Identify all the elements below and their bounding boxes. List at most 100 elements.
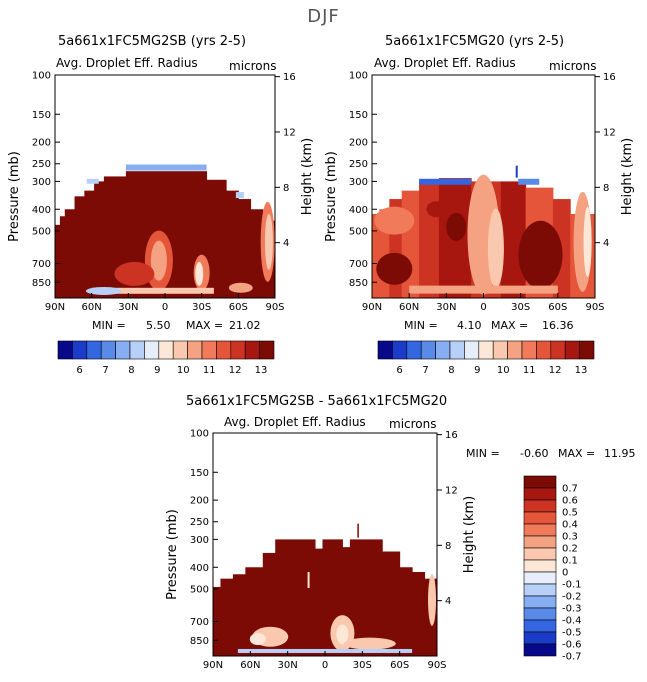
panel1-ytick-label: 500	[32, 226, 51, 237]
panel3-ytick-label: 850	[190, 636, 209, 647]
colorbar-3-label: 0	[562, 568, 568, 579]
panel2-ylabel-left: Pressure (mb)	[324, 151, 339, 242]
colorbar-1-label: 8	[128, 365, 134, 376]
colorbar-1-label: 10	[177, 365, 190, 376]
colorbar-2-swatch	[435, 340, 451, 360]
panel3-ytick-label: 200	[190, 496, 209, 507]
cloud-column	[94, 181, 105, 298]
panel3-rtick-label: 16	[445, 430, 458, 441]
panel1-xtick-label: 90N	[45, 302, 65, 313]
blue-fringe	[125, 164, 207, 171]
panel2-xtick-label: 60N	[399, 302, 419, 313]
colorbar-1	[57, 340, 275, 360]
panel1-min-label: MIN =	[92, 319, 126, 332]
contour-blob	[428, 573, 437, 626]
surface-band	[91, 287, 214, 294]
colorbar-3-label: 0.6	[562, 496, 578, 507]
colorbar-2-label: 10	[497, 365, 510, 376]
contour-blob	[487, 208, 504, 289]
colorbar-2-swatch	[478, 340, 494, 360]
panel2-rtick-label: 4	[603, 238, 609, 249]
colorbar-3-label: -0.1	[562, 580, 582, 591]
colorbar-2-swatch	[579, 340, 595, 360]
panel2-ytick-label: 300	[349, 177, 368, 188]
blue-fringe	[419, 178, 472, 185]
contour-core	[376, 252, 413, 285]
colorbar-3-swatch	[523, 643, 557, 657]
colorbar-1-label: 6	[76, 365, 82, 376]
panel2-ytick-label: 250	[349, 159, 368, 170]
colorbar-3-swatch	[523, 595, 557, 609]
panel3-ylabel-right: Height (km)	[462, 496, 477, 573]
panel2-ytick-label: 700	[349, 259, 368, 270]
panel1-ytick-label: 700	[32, 259, 51, 270]
panel2-rtick-label: 8	[603, 183, 609, 194]
panel1-max-label: MAX =	[186, 319, 224, 332]
panel2-xtick-label: 60S	[548, 302, 567, 313]
contour-blob	[583, 206, 592, 277]
colorbar-3-label: -0.2	[562, 592, 582, 603]
cloud-column	[349, 539, 383, 656]
panel2-ytick-label: 200	[349, 138, 368, 149]
cloud-column	[379, 209, 390, 298]
panel2-xtick-label: 90S	[585, 302, 604, 313]
cloud-column	[55, 224, 61, 298]
panel1-max-value: 21.02	[229, 319, 261, 332]
colorbar-1-label: 11	[203, 365, 216, 376]
contour-core	[518, 220, 563, 289]
colorbar-3	[523, 475, 557, 657]
panel1-xtick-label: 60S	[229, 302, 248, 313]
cloud-column	[226, 190, 239, 298]
contour-core	[426, 201, 447, 218]
colorbar-1-swatch	[72, 340, 88, 360]
panel1-units: microns	[229, 59, 277, 73]
panel1-xtick-label: 90S	[265, 302, 284, 313]
panel1-ytick-label: 250	[32, 159, 51, 170]
panel1-title: 5a661x1FC5MG2SB (yrs 2-5)	[58, 34, 247, 49]
panel2-ytick-label: 150	[349, 110, 368, 121]
colorbar-1-swatch	[244, 340, 260, 360]
colorbar-2-swatch	[392, 340, 408, 360]
cloud-column	[220, 578, 234, 656]
colorbar-3-swatch	[523, 571, 557, 585]
colorbar-2-swatch	[550, 340, 566, 360]
panel2-max-value: 16.36	[542, 319, 574, 332]
panel2-min-label: MIN =	[404, 319, 438, 332]
cloud-column	[238, 199, 252, 298]
blue-fringe	[515, 165, 518, 178]
panel2-ytick-label: 850	[349, 278, 368, 289]
panel1-ytick-label: 100	[32, 71, 51, 82]
colorbar-2-label: 12	[549, 365, 562, 376]
panel1-subtitle: Avg. Droplet Eff. Radius	[56, 56, 198, 70]
cloud-column	[382, 551, 401, 656]
panel2-ytick-label: 500	[349, 226, 368, 237]
panel3-units: microns	[389, 417, 437, 431]
panel1-ytick-label: 850	[32, 278, 51, 289]
panel1-ylabel-left: Pressure (mb)	[7, 151, 22, 242]
cloud-column	[74, 196, 85, 298]
panel3-xtick-label: 60S	[390, 660, 409, 671]
panel3-title: 5a661x1FC5MG2SB - 5a661x1FC5MG20	[186, 394, 448, 409]
panel3-ytick-label: 250	[190, 517, 209, 528]
colorbar-3-swatch	[523, 631, 557, 645]
panel2-xtick-label: 90N	[362, 302, 382, 313]
cloud-column	[412, 571, 426, 656]
colorbar-3-label: 0.1	[562, 556, 578, 567]
colorbar-3-swatch	[523, 559, 557, 573]
colorbar-2-swatch	[464, 340, 480, 360]
colorbar-1-swatch	[158, 340, 174, 360]
panel1-axes	[54, 74, 280, 299]
colorbar-3-swatch	[523, 487, 557, 501]
panel1-rtick-label: 4	[283, 238, 289, 249]
contour-blob	[195, 261, 204, 286]
colorbar-2-swatch	[564, 340, 580, 360]
cloud-column	[342, 547, 351, 656]
cloud-column	[232, 574, 246, 656]
colorbar-2-label: 6	[396, 365, 402, 376]
colorbar-1-swatch	[129, 340, 145, 360]
panel3-ytick-label: 300	[190, 535, 209, 546]
colorbar-1-swatch	[216, 340, 232, 360]
panel1-xtick-label: 30N	[118, 302, 138, 313]
colorbar-3-label: -0.3	[562, 604, 582, 615]
